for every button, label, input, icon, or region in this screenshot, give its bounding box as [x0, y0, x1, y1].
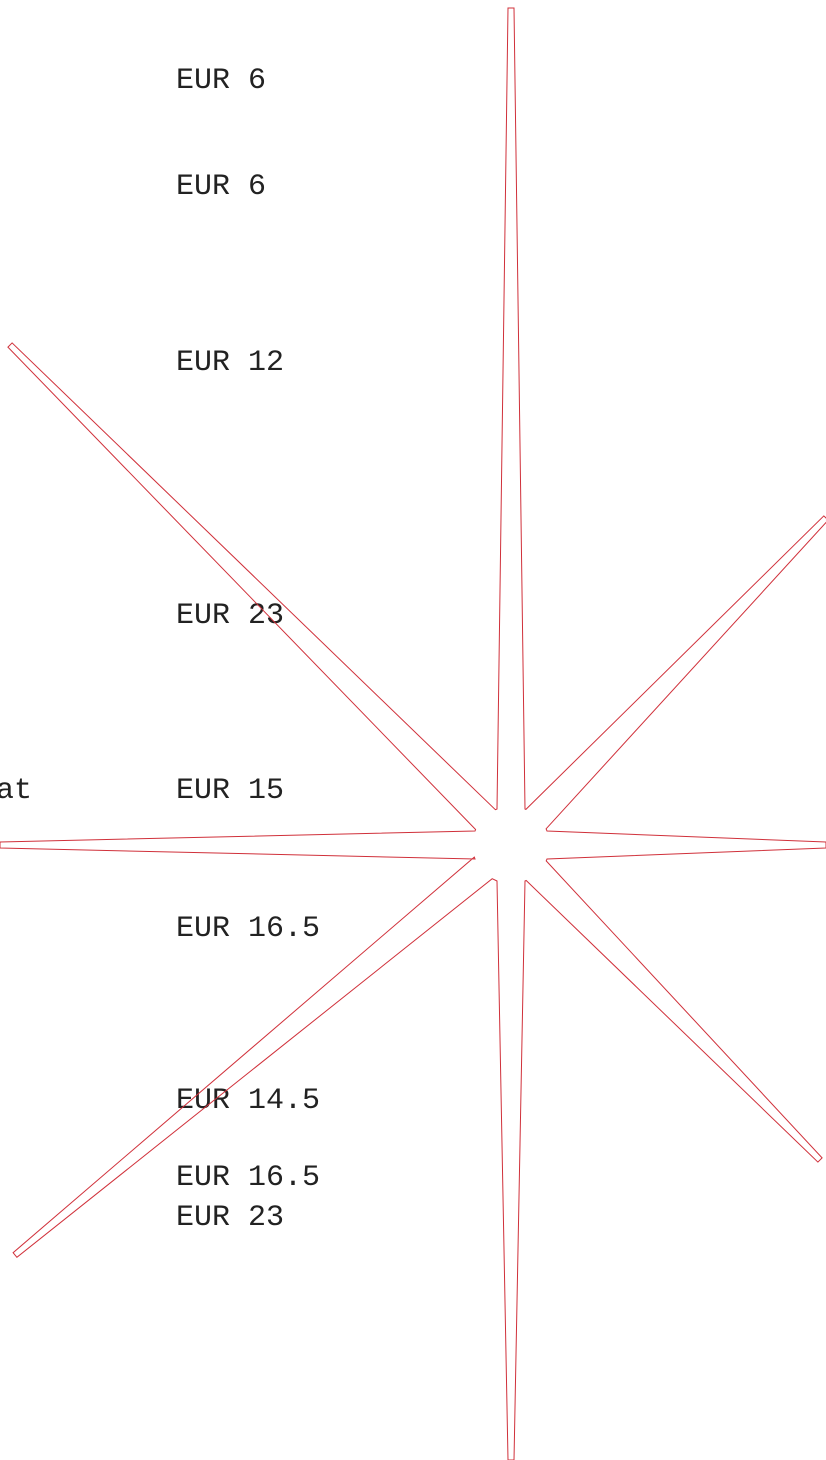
price: EUR 15 [176, 774, 285, 808]
price: EUR 12 [176, 346, 285, 380]
star-outline [0, 7, 826, 1460]
price: EUR 16.5 [176, 912, 321, 946]
price: EUR 16.5 [176, 1161, 321, 1195]
price: EUR 6 [176, 170, 267, 204]
price: EUR 23 [176, 599, 285, 633]
price: EUR 23 [176, 1201, 285, 1235]
price: EUR 6 [176, 64, 267, 98]
text-fragment: at [0, 774, 33, 808]
